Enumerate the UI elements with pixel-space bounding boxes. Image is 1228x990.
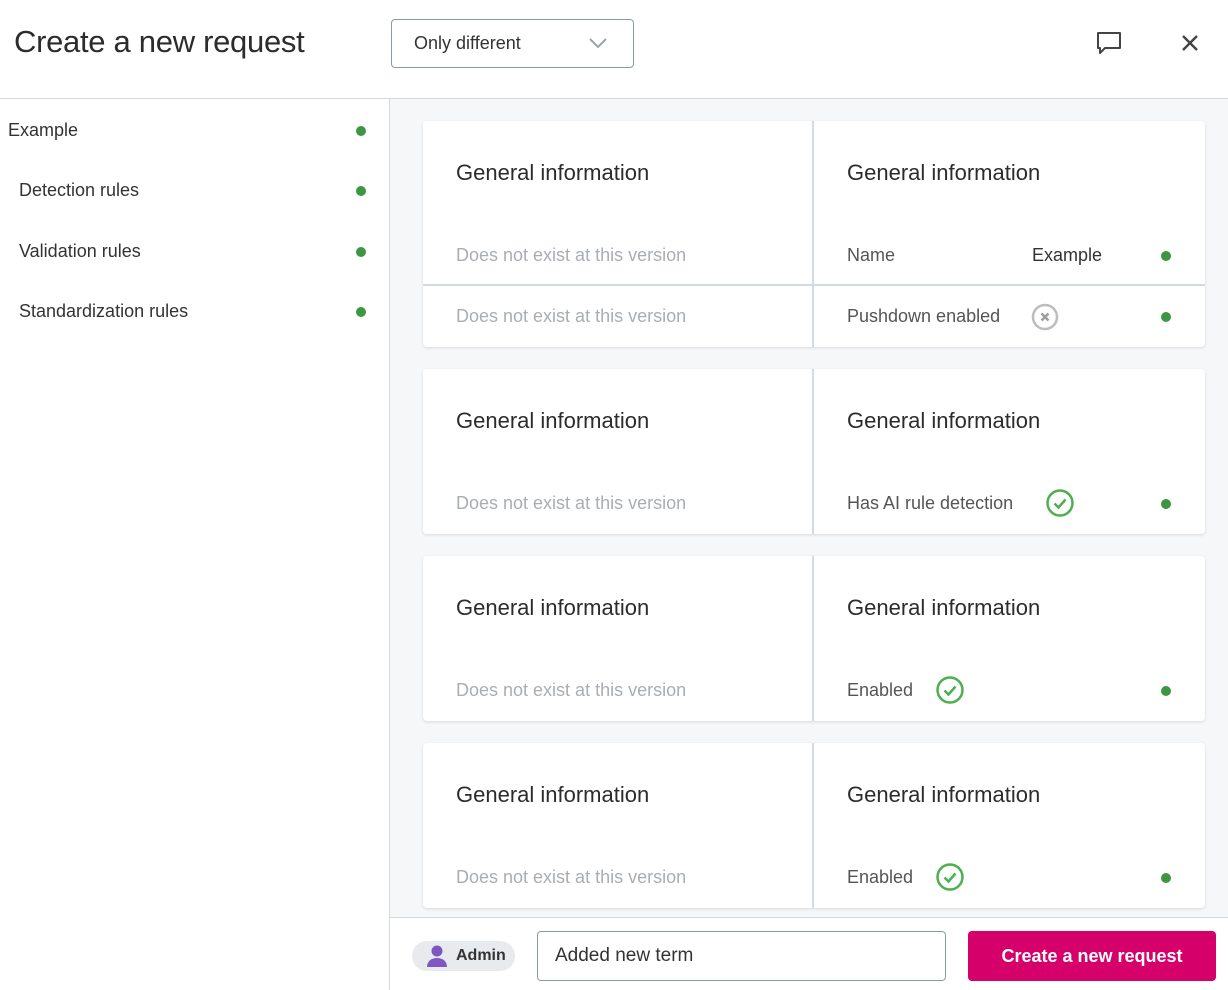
column-divider	[812, 369, 814, 534]
left-heading: General information	[456, 782, 650, 807]
right-heading: General information	[847, 595, 1041, 620]
column-divider	[812, 121, 814, 347]
not-exist-text: Does not exist at this version	[456, 680, 687, 700]
not-exist-text: Does not exist at this version	[456, 867, 687, 887]
sidebar-item-label: Example	[8, 120, 79, 140]
column-divider	[812, 743, 814, 908]
status-dot	[1161, 251, 1171, 261]
field-label: Pushdown enabled	[847, 306, 1001, 326]
left-heading: General information	[456, 595, 650, 620]
filter-selected-value: Only different	[414, 33, 521, 53]
comparison-panel: General information General information …	[390, 99, 1228, 917]
check-circle-icon	[936, 863, 964, 891]
filter-select[interactable]: Only different	[391, 19, 634, 68]
check-circle-icon	[1046, 489, 1074, 517]
sidebar-item-example[interactable]: Example	[0, 116, 389, 146]
not-exist-text: Does not exist at this version	[456, 493, 687, 513]
user-icon	[427, 945, 447, 967]
sidebar-item-label: Standardization rules	[19, 301, 189, 321]
field-label: Has AI rule detection	[847, 493, 1014, 513]
sidebar-item-label: Detection rules	[19, 180, 140, 200]
status-dot	[1161, 312, 1171, 322]
status-dot	[356, 126, 366, 136]
column-divider	[812, 556, 814, 721]
comparison-card: General information General information …	[423, 743, 1205, 908]
status-dot	[1161, 686, 1171, 696]
status-dot	[356, 186, 366, 196]
sidebar: Example Detection rules Validation rules…	[0, 99, 390, 990]
sidebar-item-standardization-rules[interactable]: Standardization rules	[0, 297, 389, 327]
sidebar-item-validation-rules[interactable]: Validation rules	[0, 237, 389, 267]
sidebar-item-detection-rules[interactable]: Detection rules	[0, 176, 389, 206]
right-heading: General information	[847, 160, 1041, 185]
comparison-card: General information General information …	[423, 121, 1205, 347]
close-icon[interactable]	[1181, 34, 1199, 52]
check-circle-icon	[936, 676, 964, 704]
field-label: Name	[847, 245, 896, 265]
chevron-down-icon	[589, 38, 607, 49]
status-dot	[356, 307, 366, 317]
field-label: Enabled	[847, 680, 914, 700]
user-chip: Admin	[412, 941, 515, 971]
comparison-card: General information General information …	[423, 369, 1205, 534]
header: Create a new request Only different	[0, 0, 1228, 99]
row-divider	[423, 284, 1205, 286]
not-exist-text: Does not exist at this version	[456, 245, 687, 265]
right-heading: General information	[847, 408, 1041, 433]
right-heading: General information	[847, 782, 1041, 807]
status-dot	[356, 247, 366, 257]
user-name: Admin	[456, 947, 506, 964]
field-label: Enabled	[847, 867, 914, 887]
create-request-button[interactable]: Create a new request	[968, 931, 1216, 981]
left-heading: General information	[456, 408, 650, 433]
page-title: Create a new request	[14, 24, 305, 59]
comment-input[interactable]	[537, 931, 946, 981]
field-value: Example	[1032, 245, 1103, 265]
sidebar-item-label: Validation rules	[19, 241, 141, 261]
x-circle-icon	[1031, 303, 1059, 331]
comment-icon[interactable]	[1096, 30, 1122, 56]
status-dot	[1161, 499, 1171, 509]
footer: Admin Create a new request	[390, 917, 1228, 990]
status-dot	[1161, 873, 1171, 883]
left-heading: General information	[456, 160, 650, 185]
not-exist-text: Does not exist at this version	[456, 306, 687, 326]
comparison-card: General information General information …	[423, 556, 1205, 721]
